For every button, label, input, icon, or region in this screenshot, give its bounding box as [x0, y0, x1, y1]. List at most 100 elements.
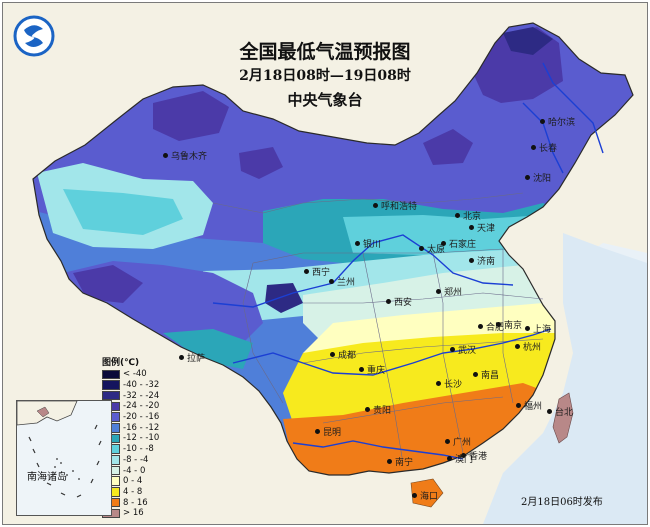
city-dot: [441, 241, 446, 246]
city-label: 南宁: [395, 458, 414, 468]
city-dot: [540, 119, 545, 124]
city-label: 昆明: [323, 428, 342, 438]
city-label: 杭州: [523, 343, 542, 353]
legend-label: -10 - -8: [123, 444, 154, 455]
city-dot: [531, 145, 536, 150]
city-dot: [163, 153, 168, 158]
issued-time: 2月18日06时发布: [521, 497, 603, 508]
forecast-period: 2月18日08时—19日08时: [239, 68, 411, 84]
city-label: 乌鲁木齐: [171, 152, 208, 162]
city-dot: [515, 344, 520, 349]
city-dot: [412, 493, 417, 498]
city-label: 合肥: [486, 323, 505, 333]
city-dot: [179, 355, 184, 360]
city-dot: [547, 409, 552, 414]
legend-label: -8 - -4: [123, 454, 149, 465]
city-dot: [455, 213, 460, 218]
city-label: 郑州: [444, 288, 463, 298]
city-label: 兰州: [337, 278, 356, 288]
legend-swatch: [102, 390, 120, 401]
city-label: 海口: [420, 492, 439, 502]
city-label: 太原: [427, 245, 446, 255]
city-dot: [436, 289, 441, 294]
inset-label: 南海诸岛: [27, 472, 67, 483]
legend-swatch: [102, 369, 120, 380]
legend-label: -32 - -24: [123, 390, 160, 401]
city-dot: [315, 429, 320, 434]
city-label: 天津: [477, 224, 496, 234]
city-dot: [359, 367, 364, 372]
sea: [483, 233, 647, 524]
city-label: 成都: [338, 351, 357, 361]
legend-label: > 16: [123, 508, 144, 519]
legend-label: -12 - -10: [123, 433, 160, 444]
city-label: 石家庄: [449, 240, 477, 250]
legend-label: -20 - -16: [123, 412, 160, 423]
city-dot: [329, 279, 334, 284]
hainan-island: [410, 478, 444, 508]
city-label: 广州: [453, 438, 472, 448]
city-label: 南京: [504, 321, 523, 331]
city-dot: [469, 225, 474, 230]
legend-label: 8 - 16: [123, 497, 148, 508]
city-dot: [525, 175, 530, 180]
city-dot: [355, 241, 360, 246]
city-dot: [387, 459, 392, 464]
city-label: 南昌: [481, 371, 500, 381]
city-dot: [525, 326, 530, 331]
map-title: 全国最低气温预报图: [239, 41, 411, 63]
city-dot: [373, 203, 378, 208]
cma-logo-icon: [13, 15, 55, 57]
issuer-name: 中央气象台: [287, 91, 363, 109]
city-dot: [496, 322, 501, 327]
city-label: 澳门: [455, 455, 474, 465]
city-dot: [365, 407, 370, 412]
city-label: 拉萨: [187, 354, 206, 364]
legend-row: -32 - -24: [102, 390, 164, 401]
south-china-sea-inset: 南海诸岛: [16, 400, 112, 516]
city-dot: [330, 352, 335, 357]
taiwan-island: [552, 392, 574, 444]
city-label: 呼和浩特: [381, 202, 418, 212]
city-label: 武汉: [458, 346, 477, 356]
city-dot: [447, 456, 452, 461]
city-label: 重庆: [367, 366, 386, 376]
city-dot: [461, 453, 466, 458]
legend-swatch: [102, 380, 120, 390]
city-dot: [386, 299, 391, 304]
legend-row: -40 - -32: [102, 380, 164, 391]
legend-label: -16 - -12: [123, 422, 160, 433]
rivers: [212, 62, 604, 460]
city-label: 济南: [477, 257, 496, 267]
city-dot: [478, 324, 483, 329]
legend-label: 4 - 8: [123, 486, 143, 497]
legend-label: -4 - 0: [123, 465, 146, 476]
city-dot: [473, 372, 478, 377]
city-dot: [419, 246, 424, 251]
city-dot: [516, 403, 521, 408]
city-label: 长春: [539, 144, 558, 154]
city-label: 台北: [555, 408, 574, 418]
city-label: 长沙: [444, 380, 463, 390]
city-label: 银川: [363, 240, 382, 250]
city-dot: [304, 269, 309, 274]
legend-row: < -40: [102, 369, 164, 380]
legend-label: -40 - -32: [123, 380, 160, 391]
legend-label: < -40: [123, 369, 147, 380]
city-label: 贵阳: [373, 406, 392, 416]
city-label: 福州: [524, 402, 543, 412]
city-label: 北京: [463, 212, 482, 222]
inset-map: [16, 400, 102, 498]
city-label: 西安: [394, 298, 413, 308]
legend-title: 图例(℃): [102, 358, 140, 368]
city-label: 上海: [533, 325, 552, 335]
legend-label: -24 - -20: [123, 401, 160, 412]
city-dot: [450, 347, 455, 352]
city-dot: [436, 381, 441, 386]
city-label: 香港: [469, 452, 488, 462]
city-label: 西宁: [312, 268, 331, 278]
city-label: 沈阳: [533, 174, 552, 184]
legend-label: 0 - 4: [123, 476, 143, 487]
city-label: 哈尔滨: [548, 118, 576, 128]
temperature-map: [3, 3, 647, 524]
